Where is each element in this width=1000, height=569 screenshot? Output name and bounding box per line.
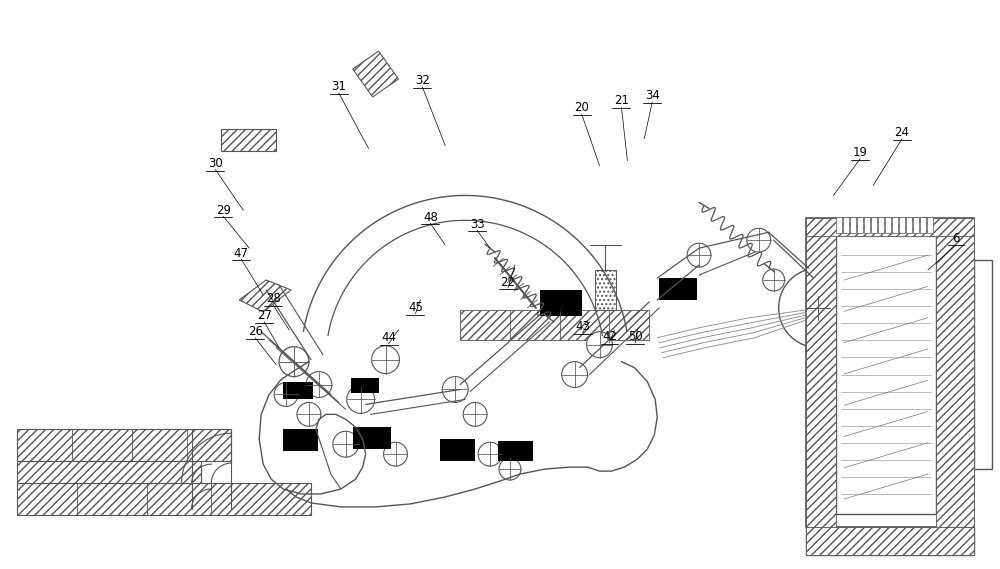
Bar	[17, 429, 231, 461]
Bar	[836, 235, 936, 514]
Circle shape	[562, 362, 588, 387]
Circle shape	[297, 402, 321, 426]
Text: 22: 22	[500, 275, 515, 288]
Polygon shape	[460, 310, 649, 340]
Bar	[498, 441, 533, 461]
Text: 19: 19	[853, 146, 868, 159]
Bar	[871, 217, 877, 233]
Bar	[885, 217, 891, 233]
Bar	[850, 217, 856, 233]
Polygon shape	[353, 51, 398, 97]
Circle shape	[347, 386, 375, 413]
Bar	[283, 382, 313, 399]
Bar	[913, 217, 919, 233]
Text: 44: 44	[381, 331, 396, 344]
Bar	[843, 217, 849, 233]
Circle shape	[763, 269, 785, 291]
Bar	[221, 129, 276, 151]
Bar	[283, 429, 318, 451]
Bar	[920, 217, 926, 233]
Bar	[806, 218, 836, 527]
Bar	[806, 218, 974, 527]
Polygon shape	[858, 290, 890, 326]
Text: 28: 28	[266, 292, 281, 306]
Bar	[806, 527, 974, 555]
Bar	[659, 278, 697, 300]
Circle shape	[747, 228, 771, 252]
Text: 26: 26	[248, 325, 263, 338]
Polygon shape	[848, 258, 883, 300]
Text: 20: 20	[574, 101, 589, 114]
Circle shape	[333, 431, 359, 457]
Text: 47: 47	[234, 246, 249, 259]
Bar	[857, 217, 863, 233]
Text: 27: 27	[257, 310, 272, 323]
Text: 45: 45	[408, 302, 423, 315]
Circle shape	[779, 268, 858, 348]
Bar	[892, 217, 898, 233]
Circle shape	[587, 332, 612, 358]
Circle shape	[478, 442, 502, 466]
Text: 24: 24	[895, 126, 910, 139]
Bar	[540, 290, 582, 316]
Circle shape	[687, 243, 711, 267]
Bar	[353, 427, 391, 449]
Circle shape	[306, 372, 332, 397]
Bar	[17, 461, 201, 483]
Bar	[806, 527, 974, 555]
Text: 32: 32	[415, 75, 430, 88]
Bar	[899, 217, 905, 233]
Text: 6: 6	[952, 232, 960, 245]
Circle shape	[384, 442, 407, 466]
Text: 21: 21	[614, 94, 629, 108]
Bar	[927, 217, 933, 233]
Text: 23: 23	[550, 298, 565, 311]
Text: 43: 43	[575, 320, 590, 333]
Bar	[878, 217, 884, 233]
Bar	[806, 218, 974, 236]
Circle shape	[372, 346, 399, 374]
Bar	[974, 260, 992, 469]
Circle shape	[442, 377, 468, 402]
Circle shape	[499, 458, 521, 480]
Text: 31: 31	[331, 80, 346, 93]
Text: 48: 48	[423, 211, 438, 224]
Circle shape	[274, 382, 298, 406]
Bar	[936, 218, 974, 527]
Bar	[906, 217, 912, 233]
Polygon shape	[239, 280, 291, 312]
Bar	[864, 217, 870, 233]
Bar	[440, 439, 475, 461]
Text: 33: 33	[470, 218, 484, 231]
Text: 42: 42	[602, 330, 617, 343]
Circle shape	[279, 347, 309, 377]
Text: 50: 50	[628, 330, 643, 343]
Text: 29: 29	[216, 204, 231, 217]
Bar	[351, 378, 379, 394]
Text: 34: 34	[645, 89, 660, 102]
Bar	[836, 217, 842, 233]
Text: 30: 30	[208, 157, 223, 170]
Bar	[17, 483, 311, 515]
Circle shape	[463, 402, 487, 426]
Bar	[595, 270, 616, 310]
